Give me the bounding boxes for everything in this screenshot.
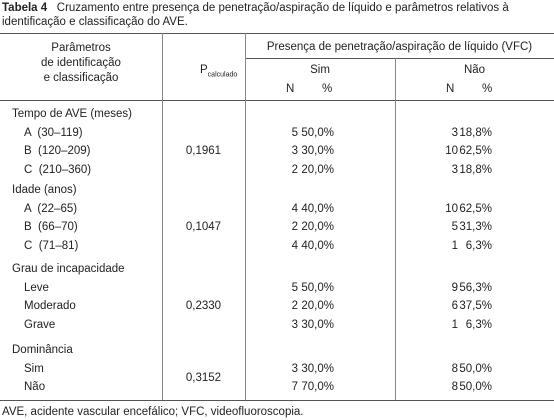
rule	[0, 100, 554, 101]
cell: 8	[451, 362, 458, 375]
col-header: N	[286, 83, 295, 95]
cell: 2	[291, 163, 298, 176]
cell: 1	[451, 318, 458, 331]
param-header: e classificação	[43, 72, 119, 84]
cell: 40,0%	[301, 202, 334, 215]
cell: 7	[291, 381, 298, 394]
p-subscript: calculado	[207, 71, 238, 79]
cell: 18,8%	[459, 126, 492, 139]
cell: 1	[451, 239, 458, 252]
group-title: Idade (anos)	[12, 184, 77, 196]
cell: 20,0%	[301, 300, 334, 313]
cell: 6,3%	[465, 318, 492, 331]
row-label: A (30–119)	[24, 126, 83, 139]
cell: 5	[291, 281, 298, 294]
cell: 10	[445, 145, 458, 158]
row-label: C (71–81)	[24, 239, 79, 252]
cell: 37,5%	[459, 300, 492, 313]
p-value: 0,3152	[185, 371, 222, 384]
cell: 3	[451, 126, 458, 139]
cell: 6,3%	[465, 239, 492, 252]
cell: 3	[291, 362, 298, 375]
cell: 3	[291, 318, 298, 331]
cell: 4	[291, 239, 298, 252]
cell: 3	[451, 163, 458, 176]
cell: 70,0%	[301, 381, 334, 394]
cell: 5	[451, 221, 458, 234]
col-header: %	[482, 83, 493, 95]
col-header: Sim	[310, 64, 330, 76]
cell: 5	[291, 126, 298, 139]
rule	[0, 33, 554, 34]
caption: Tabela 4 Cruzamento entre presença de pe…	[2, 1, 550, 29]
row-label: Grave	[24, 318, 56, 331]
row-label: C (210–360)	[24, 163, 92, 176]
p-value: 0,1961	[185, 145, 222, 158]
cell: 4	[291, 202, 298, 215]
rule	[245, 58, 554, 59]
cell: 2	[291, 300, 298, 313]
cell: 2	[291, 221, 298, 234]
cell: 62,5%	[459, 145, 492, 158]
caption-text: Cruzamento entre presença de penetração/…	[2, 2, 509, 28]
cell: 56,3%	[459, 281, 492, 294]
cell: 10	[445, 202, 458, 215]
cell: 30,0%	[301, 318, 334, 331]
p-header: Pcalculado	[200, 63, 237, 82]
cell: 50,0%	[459, 381, 492, 394]
caption-label: Tabela 4	[2, 2, 48, 14]
cell: 40,0%	[301, 239, 334, 252]
row-label: Leve	[24, 281, 49, 294]
divider	[162, 33, 163, 400]
divider	[245, 33, 246, 400]
divider	[395, 58, 396, 400]
param-header: Parâmetros	[51, 42, 111, 54]
group-title: Dominância	[12, 344, 73, 356]
param-header: de identificação	[41, 57, 121, 69]
cell: 31,3%	[459, 221, 492, 234]
row-label: Sim	[24, 362, 44, 375]
p-value: 0,2330	[185, 300, 222, 313]
row-label: A (22–65)	[24, 202, 78, 215]
row-label: Moderado	[24, 300, 76, 313]
col-header: Não	[463, 64, 486, 76]
cell: 3	[291, 145, 298, 158]
group-title: Tempo de AVE (meses)	[12, 108, 132, 120]
cell: 18,8%	[459, 163, 492, 176]
cell: 62,5%	[459, 202, 492, 215]
cell: 20,0%	[301, 163, 334, 176]
p-value: 0,1047	[185, 221, 222, 234]
cell: 30,0%	[301, 362, 334, 375]
cell: 9	[451, 281, 458, 294]
group-header: Presença de penetração/aspiração de líqu…	[266, 41, 533, 53]
cell: 50,0%	[459, 362, 492, 375]
cell: 30,0%	[301, 145, 334, 158]
footnote: AVE, acidente vascular encefálico; VFC, …	[2, 406, 304, 418]
group-title: Grau de incapacidade	[12, 263, 125, 275]
row-label: B (120–209)	[24, 145, 91, 158]
rule	[0, 400, 554, 401]
p-label: P	[200, 64, 208, 76]
cell: 8	[451, 381, 458, 394]
col-header: N	[446, 83, 455, 95]
cell: 6	[451, 300, 458, 313]
cell: 50,0%	[301, 126, 334, 139]
cell: 20,0%	[301, 221, 334, 234]
cell: 50,0%	[301, 281, 334, 294]
row-label: Não	[24, 381, 46, 394]
row-label: B (66–70)	[24, 221, 78, 234]
col-header: %	[322, 83, 333, 95]
